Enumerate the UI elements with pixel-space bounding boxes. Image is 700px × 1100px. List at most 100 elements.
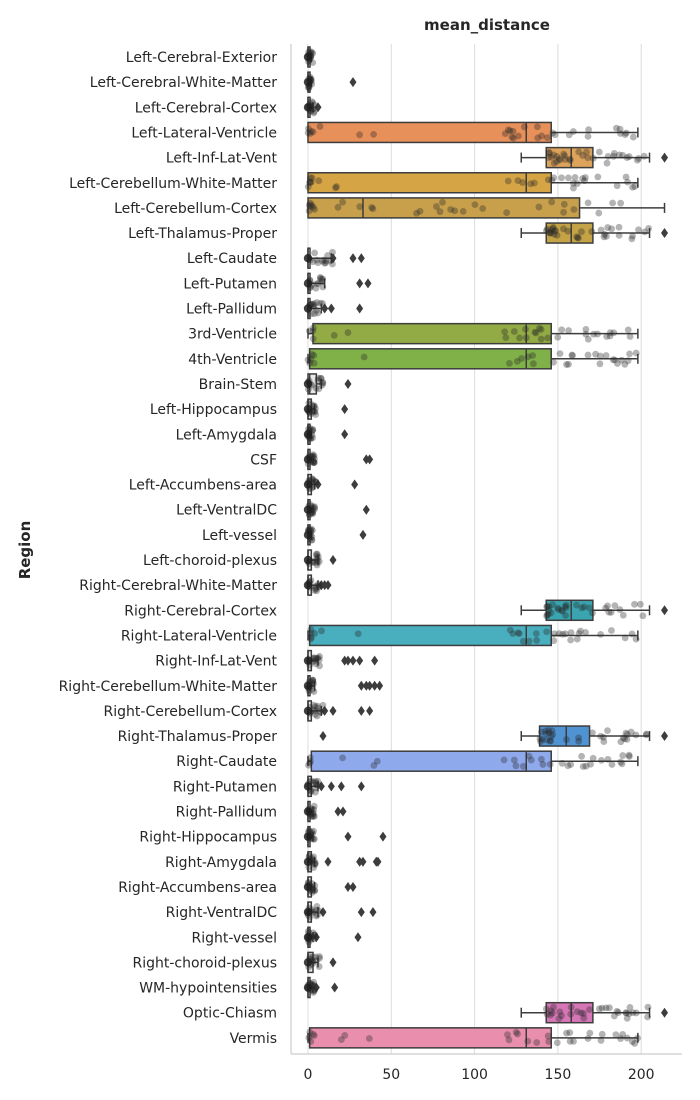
- data-point: [581, 177, 588, 185]
- data-point: [310, 688, 318, 695]
- data-point: [546, 229, 554, 237]
- data-point: [314, 781, 322, 789]
- flier-point: [369, 907, 377, 918]
- data-point: [369, 205, 377, 213]
- data-point: [564, 227, 572, 235]
- flier-point: [359, 856, 367, 867]
- data-point: [536, 324, 543, 332]
- data-point: [594, 173, 602, 181]
- strip-Right-Putamen: [303, 777, 322, 796]
- data-point: [554, 604, 562, 612]
- data-point: [545, 727, 553, 734]
- data-point: [565, 131, 573, 139]
- data-point: [642, 731, 650, 739]
- data-point: [501, 130, 509, 138]
- data-point: [546, 1011, 554, 1019]
- data-point: [598, 756, 605, 764]
- data-point: [545, 1038, 553, 1045]
- data-point: [508, 133, 516, 141]
- data-point: [306, 130, 314, 137]
- data-point: [566, 1029, 574, 1037]
- strip-Left-Cerebral-White-Matter: [303, 73, 316, 92]
- data-point: [360, 353, 368, 361]
- y-tick-label: Left-choroid-plexus: [143, 553, 277, 569]
- data-point: [324, 252, 332, 259]
- data-point: [600, 738, 608, 745]
- strip-CSF: [303, 451, 318, 468]
- flier-point: [337, 781, 345, 792]
- data-point: [567, 1010, 575, 1018]
- data-point: [319, 300, 326, 307]
- data-point: [316, 954, 323, 962]
- data-point: [314, 580, 322, 588]
- data-point: [307, 355, 315, 363]
- data-point: [561, 602, 569, 610]
- data-point: [356, 203, 364, 211]
- data-point: [606, 329, 614, 337]
- grid-layer: [307, 44, 642, 1054]
- data-point: [311, 711, 319, 718]
- data-point: [557, 1012, 565, 1020]
- flier-point: [371, 680, 379, 691]
- data-point: [543, 603, 551, 611]
- y-tick-label: Right-Inf-Lat-Vent: [155, 654, 277, 670]
- data-point: [504, 1031, 511, 1039]
- data-point: [643, 730, 650, 738]
- data-point: [318, 278, 326, 285]
- box-Left-Inf-Lat-Vent: [520, 146, 669, 169]
- data-point: [312, 582, 320, 590]
- flier-point: [374, 856, 382, 867]
- data-point: [582, 762, 590, 770]
- data-point: [544, 610, 552, 618]
- data-point: [549, 225, 557, 232]
- data-point: [330, 331, 338, 339]
- strip-Left-Putamen: [303, 273, 327, 292]
- data-point: [589, 754, 597, 762]
- y-tick-label: Left-Caudate: [187, 251, 277, 267]
- strip-Left-Accumbens-area: [303, 475, 320, 492]
- data-point: [305, 1034, 313, 1042]
- box-body: [307, 121, 552, 144]
- data-point: [625, 751, 633, 759]
- data-point: [580, 1014, 588, 1022]
- y-tick-label: Left-Thalamus-Proper: [128, 226, 277, 242]
- data-point: [535, 203, 543, 211]
- data-point: [304, 129, 312, 137]
- data-point: [320, 256, 328, 264]
- data-point: [558, 174, 565, 182]
- data-point: [602, 352, 610, 359]
- flier-point: [324, 580, 332, 591]
- data-point: [310, 402, 318, 410]
- data-point: [542, 1005, 550, 1013]
- data-point: [589, 609, 596, 617]
- data-point: [533, 123, 541, 131]
- flier-point: [661, 731, 669, 742]
- strip-Right-choroid-plexus: [303, 953, 323, 971]
- data-point: [616, 125, 624, 133]
- data-point: [606, 1004, 613, 1012]
- strip-Right-Amygdala: [303, 852, 319, 872]
- data-point: [520, 123, 528, 131]
- data-point: [514, 629, 522, 637]
- y-tick-label: Right-Lateral-Ventricle: [121, 628, 277, 644]
- data-point: [303, 555, 313, 565]
- data-point: [315, 374, 322, 382]
- data-point: [608, 761, 616, 768]
- data-point: [550, 358, 557, 366]
- data-point: [565, 360, 572, 368]
- data-point: [598, 1030, 606, 1038]
- y-tick-label: Left-VentralDC: [176, 503, 277, 519]
- data-point: [310, 701, 318, 709]
- data-point: [604, 727, 611, 735]
- data-point: [308, 475, 316, 483]
- data-point: [305, 207, 313, 215]
- box-Right-Cerebral-Cortex: [520, 599, 669, 622]
- data-point: [303, 580, 313, 590]
- y-tick-label: 4th-Ventricle: [188, 352, 277, 368]
- strip-Vermis: [305, 1028, 641, 1047]
- y-tick-label: Left-Cerebral-Cortex: [135, 100, 277, 116]
- data-point: [306, 199, 314, 207]
- data-point: [584, 351, 592, 359]
- y-tick-label: Right-Accumbens-area: [118, 880, 277, 896]
- data-point: [315, 558, 323, 565]
